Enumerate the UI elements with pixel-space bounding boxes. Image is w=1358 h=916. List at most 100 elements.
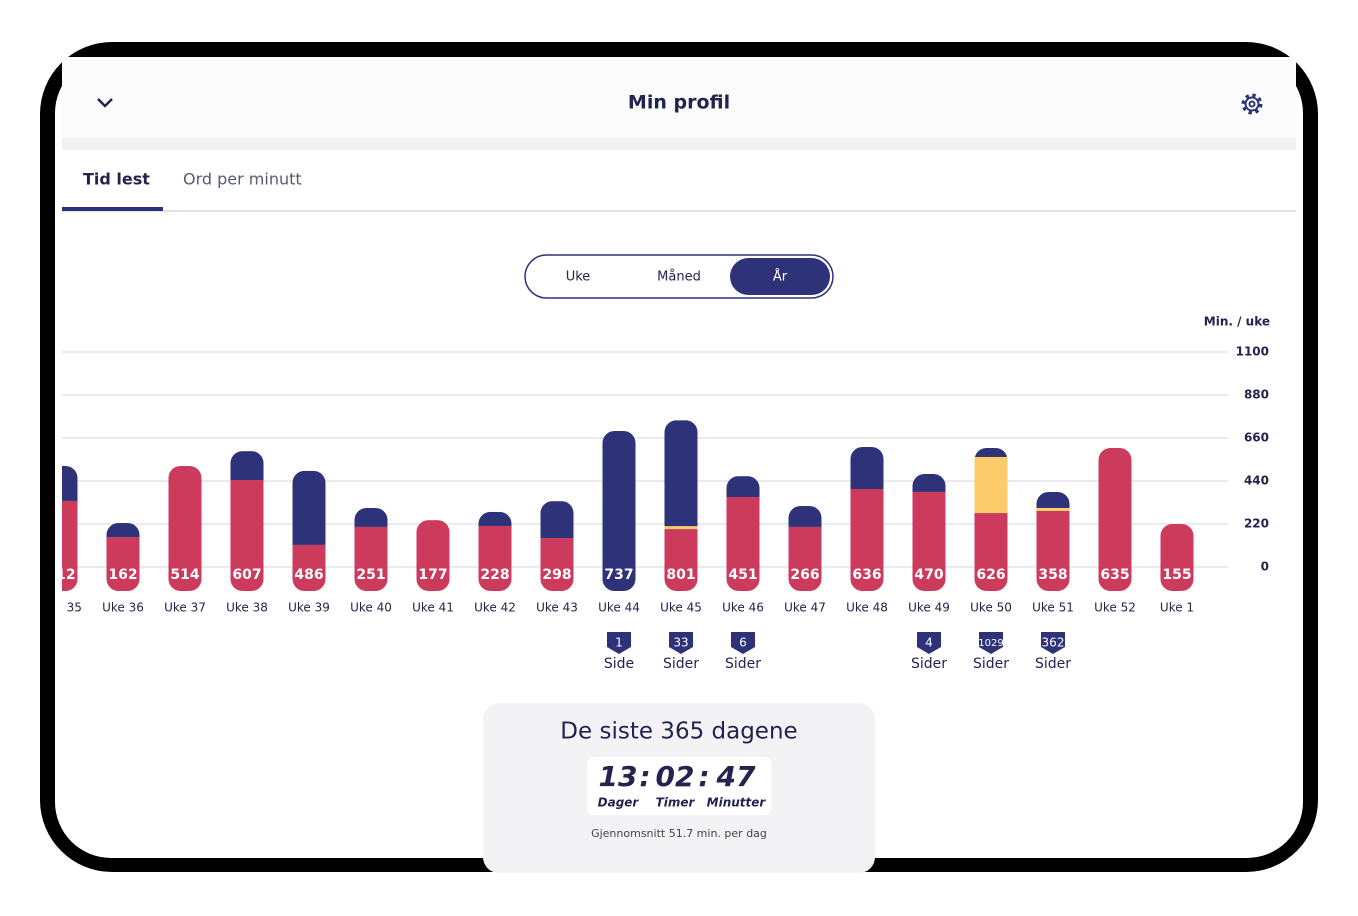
bar-group: [540, 501, 574, 591]
x-tick-label: Uke 40: [350, 601, 392, 615]
badge-count: 6: [739, 636, 747, 650]
bar-total-label: 626: [976, 567, 1005, 583]
bar-total-label: 228: [480, 567, 509, 583]
y-tick-label: 220: [1244, 517, 1269, 531]
bar-segment: [1036, 491, 1070, 508]
badge: [979, 632, 1003, 654]
x-tick-label: Uke 45: [660, 601, 702, 615]
x-tick-label: Uke 41: [412, 601, 454, 615]
header-bar: [62, 57, 1296, 138]
bar-group: [354, 507, 388, 591]
bar-group: [292, 470, 326, 591]
tab[interactable]: Tid lest: [83, 170, 150, 189]
bar-base: [726, 567, 760, 591]
bar-segment: [1036, 507, 1070, 511]
period-option[interactable]: Måned: [657, 270, 701, 285]
bar-total-label: 470: [914, 567, 943, 583]
badge-count: 1029: [978, 638, 1003, 649]
bar-base: [664, 567, 698, 591]
bar-group: [62, 465, 78, 591]
bar-base: [1160, 567, 1194, 591]
bar-segment: [664, 529, 698, 567]
bar-base: [478, 567, 512, 591]
badge-count: 362: [1042, 636, 1065, 650]
x-tick-label: Uke 36: [102, 601, 144, 615]
bar-total-label: 251: [356, 567, 385, 583]
bar-base: [602, 567, 636, 591]
y-tick-label: 880: [1244, 388, 1269, 402]
timer-hours: 02: [656, 760, 695, 793]
badge-count: 1: [615, 636, 623, 650]
x-tick-label: Uke 42: [474, 601, 516, 615]
bar-segment: [168, 465, 202, 567]
back-chevron[interactable]: [97, 98, 113, 108]
bar-base: [1036, 567, 1070, 591]
badge: [1041, 632, 1065, 654]
page-title: Min profil: [628, 92, 730, 114]
bar-total-label: 801: [666, 567, 695, 583]
bar-group: [1160, 524, 1194, 591]
bar-segment: [974, 513, 1008, 567]
bar-group: [478, 511, 512, 591]
bar-segment: [788, 506, 822, 527]
bar-group: [850, 446, 884, 591]
bar-group: [416, 520, 450, 591]
bar-segment: [478, 525, 512, 567]
timer-days: 13: [599, 760, 638, 793]
bar-base: [540, 567, 574, 591]
timer-separator: :: [639, 760, 650, 793]
bar-total-label: 155: [1162, 567, 1191, 583]
bar-segment: [726, 476, 760, 498]
badge: [917, 632, 941, 654]
bar-total-label: 607: [232, 567, 261, 583]
bar-segment: [478, 511, 512, 526]
badge: [607, 632, 631, 654]
bar-base: [168, 567, 202, 591]
x-tick-label: Uke 46: [722, 601, 764, 615]
summary-title: De siste 365 dagene: [560, 719, 797, 745]
bar-segment: [602, 430, 636, 567]
bar-total-label: 298: [542, 567, 571, 583]
badge-unit: Sider: [973, 656, 1009, 672]
tab-indicator: [62, 207, 163, 211]
summary-average: Gjennomsnitt 51.7 min. per dag: [591, 827, 767, 840]
bar-total-label: 635: [1100, 567, 1129, 583]
bar-group: [106, 523, 140, 591]
x-tick-label: Uke 48: [846, 601, 888, 615]
bar-segment: [974, 447, 1008, 457]
bar-segment: [1098, 447, 1132, 567]
bar-base: [788, 567, 822, 591]
timer-separator: :: [698, 760, 709, 793]
bar-group: [168, 465, 202, 591]
bar-group: [974, 447, 1008, 591]
bar-base: [230, 567, 264, 591]
tab[interactable]: Ord per minutt: [183, 170, 302, 189]
bar-group: [602, 430, 636, 591]
bar-base: [1098, 567, 1132, 591]
x-tick-label: Uke 49: [908, 601, 950, 615]
y-tick-label: 1100: [1236, 345, 1269, 359]
x-tick-label: Uke 51: [1032, 601, 1074, 615]
badge-count: 4: [925, 636, 933, 650]
bar-total-label: 737: [604, 567, 633, 583]
bar-segment: [292, 470, 326, 545]
period-option[interactable]: Uke: [566, 270, 591, 285]
y-axis-label: Min. / uke: [1204, 315, 1270, 329]
bar-segment: [726, 497, 760, 567]
x-tick-label: Uke 35: [40, 601, 82, 615]
bar-segment: [230, 451, 264, 481]
bar-segment: [540, 501, 574, 539]
period-option[interactable]: År: [773, 269, 788, 285]
chart: 512 Uke 35 162 Uke 36 514 Uke 37 607 Uke 38 486 U…: [40, 351, 1228, 672]
settings-icon[interactable]: [1241, 93, 1263, 115]
x-tick-label: Uke 1: [1160, 601, 1194, 615]
y-tick-label: 660: [1244, 431, 1269, 445]
timer-unit: Dager: [598, 796, 640, 810]
bar-segment: [62, 500, 78, 567]
header-shadow: [62, 138, 1296, 150]
bar-segment: [850, 446, 884, 490]
bar-group: [726, 476, 760, 591]
badge-unit: Sider: [725, 656, 761, 672]
